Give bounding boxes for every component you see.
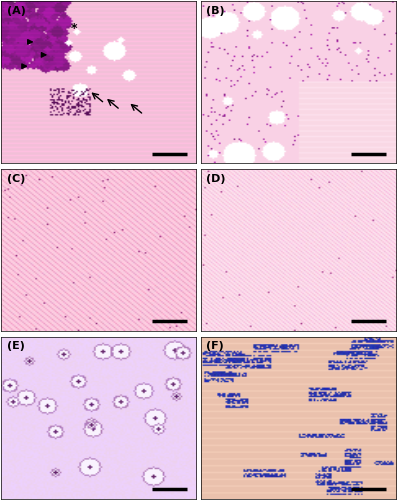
Text: (E): (E) (7, 342, 25, 351)
Text: *: * (70, 22, 77, 36)
Text: (F): (F) (206, 342, 224, 351)
Text: (D): (D) (206, 174, 226, 184)
Text: (A): (A) (7, 6, 26, 16)
Text: (B): (B) (206, 6, 225, 16)
Text: (C): (C) (7, 174, 26, 184)
